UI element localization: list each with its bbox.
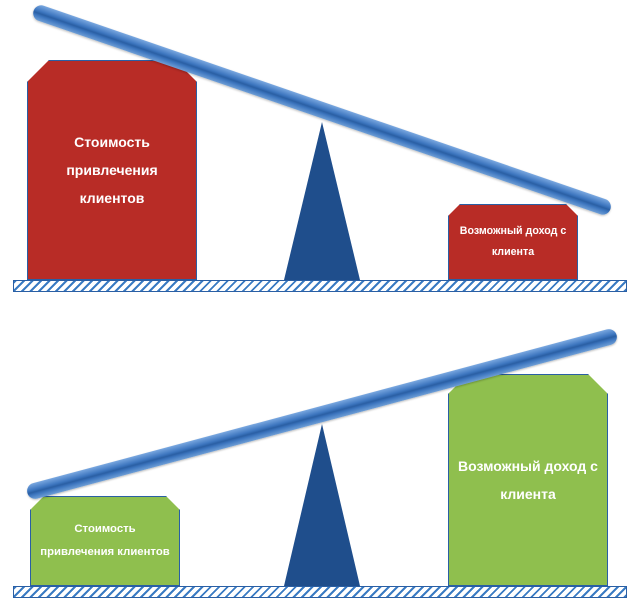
cost-box-label: Стоимость привлечения клиентов — [38, 518, 171, 563]
cost-box: Стоимость привлечения клиентов — [30, 496, 180, 586]
base-bar — [13, 586, 627, 598]
scale-panel-income-heavy: Возможный доход с клиента Стоимость прив… — [0, 0, 640, 603]
fulcrum — [284, 424, 360, 586]
diagram-canvas: Стоимость привлечения клиентов Возможный… — [0, 0, 640, 603]
income-box-label: Возможный доход с клиента — [457, 452, 599, 508]
income-box: Возможный доход с клиента — [448, 374, 608, 586]
base-hatch — [14, 587, 626, 597]
